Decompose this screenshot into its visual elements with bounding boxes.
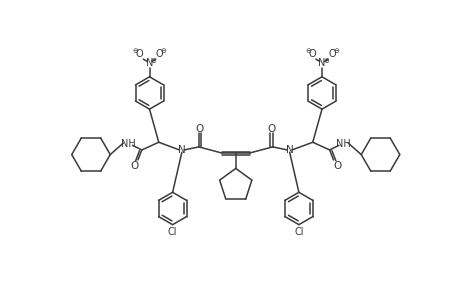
Text: O: O [267, 124, 275, 134]
Text: Cl: Cl [293, 227, 303, 237]
Text: Cl: Cl [168, 227, 177, 237]
Text: O: O [308, 50, 315, 59]
Text: O: O [195, 124, 203, 134]
Text: NH: NH [120, 139, 135, 149]
Text: O: O [130, 161, 138, 171]
Text: ⊖: ⊖ [133, 48, 138, 54]
Text: ⊕: ⊕ [322, 58, 328, 64]
Text: N: N [318, 58, 325, 68]
Text: NH: NH [336, 139, 350, 149]
Text: ⊖: ⊖ [160, 48, 166, 54]
Text: ⊕: ⊕ [150, 58, 156, 64]
Text: O: O [155, 50, 163, 59]
Text: O: O [327, 50, 335, 59]
Text: N: N [285, 145, 293, 155]
Text: ⊖: ⊖ [332, 48, 338, 54]
Text: N: N [178, 145, 185, 155]
Text: ⊖: ⊖ [304, 48, 310, 54]
Text: O: O [332, 161, 341, 171]
Text: N: N [146, 58, 153, 68]
Text: O: O [135, 50, 143, 59]
